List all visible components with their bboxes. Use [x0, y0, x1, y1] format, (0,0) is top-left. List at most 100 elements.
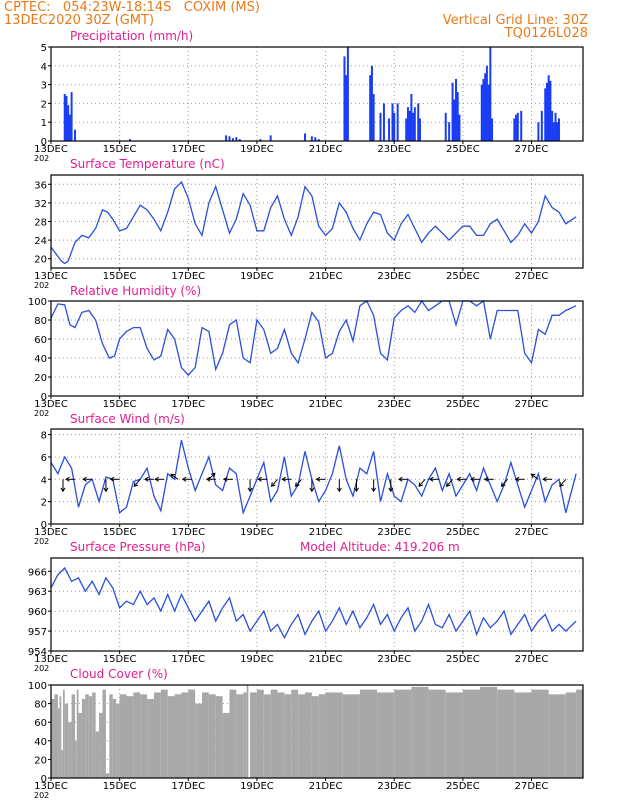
wind-arrow-head: [60, 487, 66, 493]
x-tick-label: 25DEC: [446, 654, 480, 665]
cloud-bar: [325, 692, 343, 778]
cloud-bar: [126, 696, 134, 778]
series-line: [50, 440, 577, 516]
wind-arrow-head: [133, 482, 139, 488]
cloud-bar: [377, 692, 395, 778]
precip-bar: [489, 47, 492, 141]
header-station: CPTEC: 054:23W-18:14S COXIM (MS): [4, 0, 260, 15]
wind-arrow-head: [445, 482, 451, 488]
precip-bar: [317, 139, 320, 141]
wind-arrow-head: [281, 476, 286, 482]
wind-arrow-head: [418, 482, 424, 488]
precip-bar: [448, 122, 451, 141]
cloud-bar: [140, 694, 148, 778]
x-tick-label: 25DEC: [446, 271, 480, 282]
x-tick-label: 19DEC: [240, 781, 274, 792]
x-tick-label: 21DEC: [309, 144, 343, 155]
precip-bar: [456, 92, 459, 141]
y-tick-label: 20: [34, 255, 47, 266]
precip-bar: [303, 133, 306, 141]
cloud-bar: [229, 689, 237, 778]
wind-arrow: [446, 478, 453, 487]
wind-arrow: [295, 478, 302, 487]
x-tick-label: 19DEC: [240, 144, 274, 155]
year-fragment: 202: [34, 409, 49, 418]
cloud-bar: [92, 692, 96, 778]
header-code: TQ0126L028: [504, 26, 588, 41]
wind-arrow-head: [542, 476, 547, 482]
wind-arrow-head: [154, 476, 159, 482]
precip-bar: [552, 122, 555, 141]
x-tick-label: 23DEC: [377, 654, 411, 665]
wind-arrow-head: [309, 487, 315, 493]
cloud-bar: [174, 694, 182, 778]
precip-bar: [314, 137, 317, 141]
precip-bar: [413, 107, 416, 141]
y-tick-label: 40: [34, 354, 47, 365]
x-tick-label: 15DEC: [103, 271, 137, 282]
wind-arrow: [208, 472, 216, 480]
x-tick-label: 19DEC: [240, 654, 274, 665]
precip-bar: [406, 107, 409, 141]
precip-bar: [544, 88, 547, 141]
panel-frame: [50, 684, 584, 779]
cloud-bar: [99, 712, 103, 778]
y-tick-label: 80: [34, 316, 47, 327]
cloud-bar: [565, 692, 577, 778]
wind-arrow-head: [143, 476, 149, 482]
x-tick-label: 23DEC: [377, 527, 411, 538]
wind-arrow-head: [257, 476, 262, 482]
y-tick-label: 963: [28, 587, 47, 598]
cloud-bar: [462, 689, 481, 778]
cloud-bar: [256, 689, 264, 778]
x-tick-label: 13DEC: [34, 144, 68, 155]
cloud-bar: [102, 689, 106, 778]
x-tick-label: 25DEC: [446, 399, 480, 410]
precip-bar: [458, 114, 461, 141]
x-tick-label: 17DEC: [171, 271, 205, 282]
panel-2: 20 24 28 32 36 13DEC 15DEC 17DEC 19DEC 21DEC 23DEC…: [34, 157, 584, 290]
wind-arrow-head: [388, 487, 394, 493]
y-tick-label: 24: [34, 236, 47, 247]
cloud-bar: [548, 694, 566, 778]
panel-frame: [50, 300, 584, 397]
precip-bar: [68, 114, 71, 141]
precip-bar: [487, 84, 490, 141]
precip-bar: [393, 112, 396, 141]
x-tick-label: 21DEC: [309, 271, 343, 282]
cloud-bar: [54, 694, 58, 778]
cloud-bar: [76, 689, 79, 778]
wind-arrow: [501, 478, 508, 487]
precip-bar: [382, 103, 385, 141]
precip-bar: [225, 135, 228, 141]
cloud-bar: [215, 696, 223, 778]
x-tick-label: 21DEC: [309, 399, 343, 410]
panel-title: Surface Wind (m/s): [70, 412, 185, 426]
x-tick-label: 13DEC: [34, 781, 68, 792]
precip-bar: [345, 75, 348, 141]
wind-arrow-head: [181, 476, 187, 482]
y-tick-label: 5: [41, 43, 47, 54]
y-tick-label: 0: [41, 137, 47, 148]
y-tick-label: 36: [34, 180, 47, 191]
wind-arrow-head: [397, 476, 403, 482]
x-tick-label: 17DEC: [171, 781, 205, 792]
cloud-bar: [109, 694, 113, 778]
precip-bar: [410, 94, 413, 141]
y-tick-label: 60: [34, 718, 47, 729]
wind-arrow-head: [456, 476, 461, 482]
precip-bar: [556, 122, 559, 141]
cloud-bar: [576, 689, 583, 778]
x-tick-label: 23DEC: [377, 144, 411, 155]
year-fragment: 202: [34, 664, 49, 673]
y-tick-label: 8: [41, 431, 47, 442]
precip-bar: [418, 118, 421, 141]
wind-arrow-head: [247, 487, 253, 493]
wind-arrow: [531, 473, 539, 480]
cloud-bar: [133, 692, 141, 778]
x-tick-label: 27DEC: [515, 271, 549, 282]
precip-bar: [67, 105, 70, 141]
precip-bar: [455, 78, 458, 141]
model-altitude: Model Altitude: 419.206 m: [300, 540, 460, 554]
